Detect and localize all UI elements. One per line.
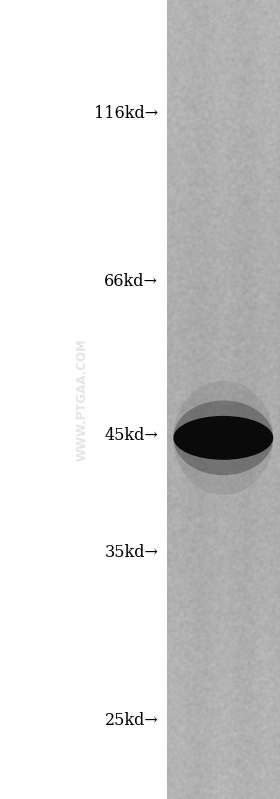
Ellipse shape bbox=[173, 415, 273, 460]
Text: 45kd→: 45kd→ bbox=[104, 427, 158, 444]
Text: 116kd→: 116kd→ bbox=[94, 105, 158, 122]
Ellipse shape bbox=[173, 380, 273, 495]
Text: 25kd→: 25kd→ bbox=[104, 712, 158, 729]
Text: 35kd→: 35kd→ bbox=[104, 544, 158, 562]
Ellipse shape bbox=[173, 400, 273, 475]
Text: 66kd→: 66kd→ bbox=[104, 272, 158, 290]
Text: WWW.PTGAA.COM: WWW.PTGAA.COM bbox=[76, 338, 89, 461]
